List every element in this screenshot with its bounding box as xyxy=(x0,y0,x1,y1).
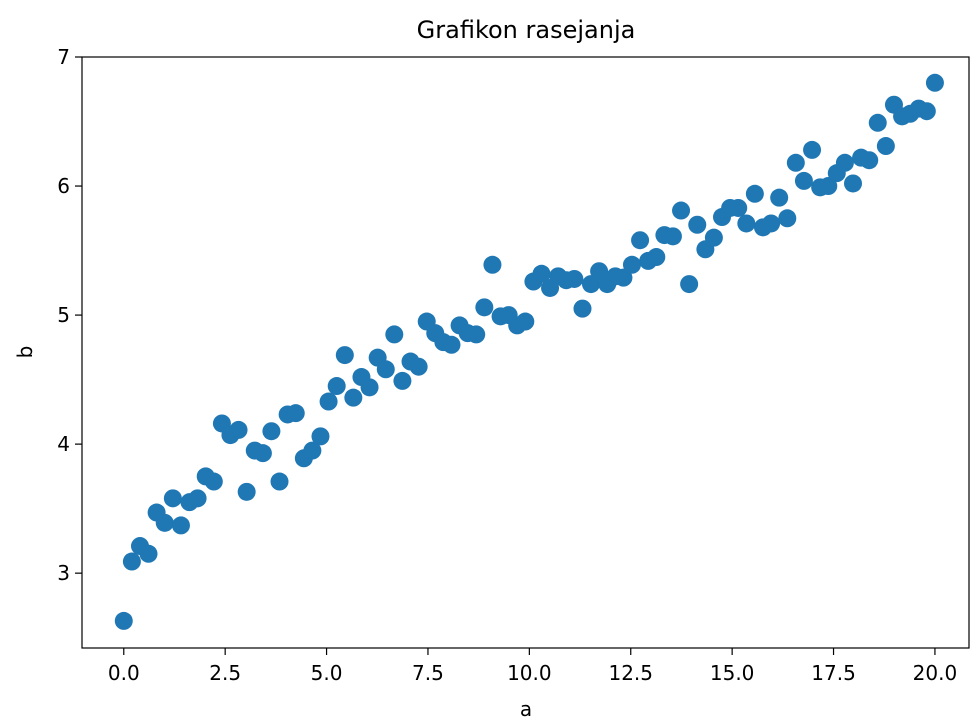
x-tick-label: 20.0 xyxy=(913,661,958,685)
point xyxy=(917,102,936,121)
point xyxy=(319,392,338,411)
point xyxy=(778,209,797,228)
point xyxy=(442,335,461,354)
point xyxy=(622,255,641,274)
point xyxy=(171,516,190,535)
y-axis-label: b xyxy=(13,346,37,359)
point xyxy=(803,140,822,159)
point xyxy=(237,482,256,501)
point xyxy=(393,371,412,390)
point xyxy=(229,420,248,439)
point xyxy=(925,73,944,92)
y-tick-label: 3 xyxy=(57,561,70,585)
point xyxy=(844,174,863,193)
chart-title: Grafikon rasejanja xyxy=(417,16,636,44)
point xyxy=(573,299,592,318)
point xyxy=(376,360,395,379)
point xyxy=(786,153,805,172)
point xyxy=(631,231,650,250)
point xyxy=(475,298,494,317)
point xyxy=(335,346,354,365)
point xyxy=(262,422,281,441)
point xyxy=(155,513,174,532)
point xyxy=(163,489,182,508)
point xyxy=(590,262,609,281)
point xyxy=(860,151,879,170)
point xyxy=(729,198,748,217)
point xyxy=(327,377,346,396)
point xyxy=(582,275,601,294)
x-tick-label: 5.0 xyxy=(311,661,343,685)
x-tick-label: 10.0 xyxy=(507,661,552,685)
point xyxy=(680,275,699,294)
point xyxy=(516,312,535,331)
y-tick-label: 7 xyxy=(57,45,70,69)
x-tick-label: 17.5 xyxy=(811,661,856,685)
point xyxy=(868,113,887,132)
point xyxy=(737,214,756,233)
point xyxy=(835,153,854,172)
plot-frame xyxy=(81,56,970,649)
x-tick-label: 0.0 xyxy=(108,661,140,685)
point xyxy=(188,489,207,508)
point xyxy=(614,268,633,287)
point xyxy=(672,201,691,220)
point xyxy=(688,215,707,234)
point xyxy=(122,552,141,571)
point xyxy=(311,427,330,446)
point xyxy=(286,404,305,423)
point xyxy=(114,611,133,630)
y-tick-label: 4 xyxy=(57,432,70,456)
point xyxy=(819,177,838,196)
point xyxy=(385,325,404,344)
point xyxy=(532,264,551,283)
x-tick-label: 15.0 xyxy=(710,661,755,685)
x-axis-label: a xyxy=(520,697,532,721)
point xyxy=(253,444,272,463)
point xyxy=(270,472,289,491)
y-tick-label: 5 xyxy=(57,303,70,327)
point xyxy=(344,388,363,407)
point xyxy=(794,171,813,190)
point xyxy=(647,248,666,267)
point xyxy=(303,441,322,460)
x-tick-label: 2.5 xyxy=(209,661,241,685)
point xyxy=(745,184,764,203)
x-tick-label: 12.5 xyxy=(608,661,653,685)
x-tick-label: 7.5 xyxy=(412,661,444,685)
point xyxy=(565,269,584,288)
point xyxy=(483,255,502,274)
point xyxy=(409,357,428,376)
point xyxy=(360,378,379,397)
point xyxy=(204,472,223,491)
point xyxy=(467,325,486,344)
point xyxy=(704,228,723,247)
y-tick-label: 6 xyxy=(57,174,70,198)
point xyxy=(762,214,781,233)
point xyxy=(663,227,682,246)
point xyxy=(770,188,789,207)
point xyxy=(876,137,895,156)
point xyxy=(139,544,158,563)
